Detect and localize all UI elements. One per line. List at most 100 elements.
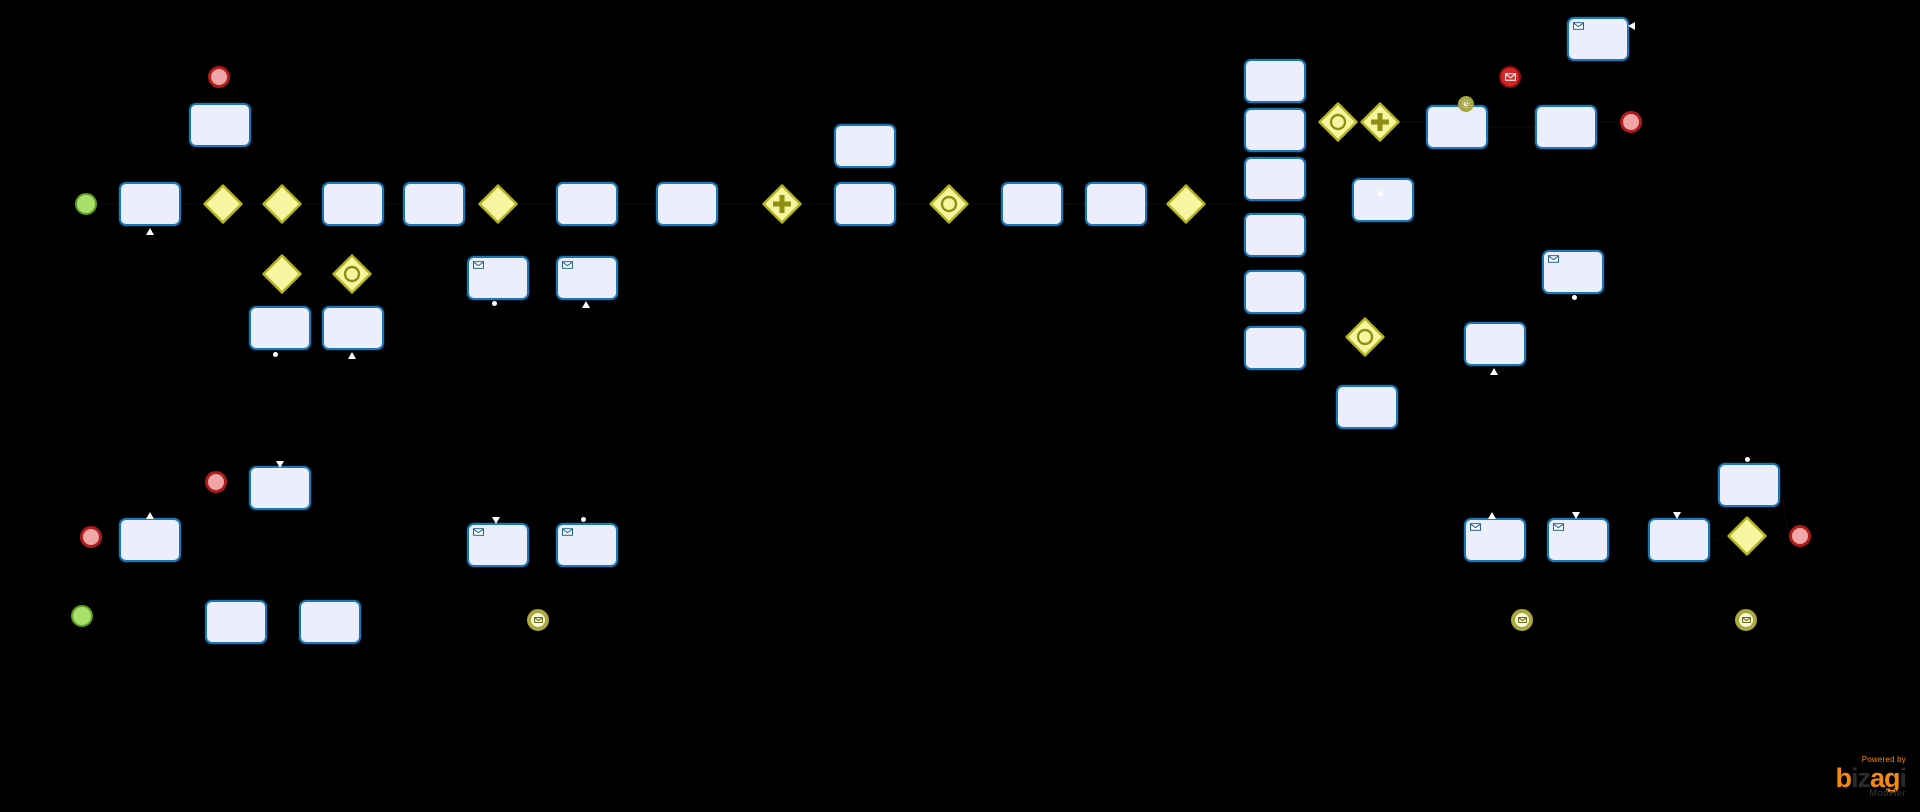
gateway-event-g11[interactable]: [1345, 317, 1385, 357]
logo-letter-z: z: [1857, 763, 1870, 793]
connector-arrow-marker: [273, 352, 278, 357]
gateway-shape: [1727, 516, 1767, 556]
task-deliberar[interactable]: [1085, 182, 1147, 226]
task-incluir_pauta[interactable]: [834, 124, 896, 168]
event-inner-ring: [1737, 611, 1755, 629]
gateway-shape: [1166, 184, 1206, 224]
intermediate-message-event-e_msg_r2[interactable]: [1735, 609, 1757, 631]
task-distribuir_memb[interactable]: [834, 182, 896, 226]
gateway-shape: [1318, 102, 1358, 142]
message-envelope-icon: [1553, 523, 1564, 531]
task-encaminhar_cert[interactable]: [249, 466, 311, 510]
end-event-e_end_recorrer[interactable]: [1789, 525, 1811, 547]
intermediate-message-event-e_msg_mid[interactable]: [527, 609, 549, 631]
task-responder_dil_ato[interactable]: [467, 523, 529, 567]
task-disponibilizar[interactable]: [656, 182, 718, 226]
task-elaborar_ata[interactable]: [1426, 105, 1488, 149]
intermediate-message-event-e_msg_r1[interactable]: [1511, 609, 1533, 631]
task-aprovar_int[interactable]: [1244, 59, 1306, 103]
connector-arrow-marker: [1673, 512, 1681, 519]
message-envelope-icon: [562, 261, 573, 269]
gateway-event-g4[interactable]: [332, 254, 372, 294]
message-envelope-icon: [533, 617, 543, 623]
gateway-shape: [478, 184, 518, 224]
task-solicitar_anal[interactable]: [119, 518, 181, 562]
task-rejeitar[interactable]: [1244, 157, 1306, 201]
task-diligenciar_ato[interactable]: [467, 256, 529, 300]
task-retornar_area[interactable]: [1244, 270, 1306, 314]
message-envelope-icon: [1573, 22, 1584, 30]
connector-arrow-marker: [1378, 191, 1383, 196]
start-event-e_start_low[interactable]: [71, 605, 93, 627]
task-receber_oficio[interactable]: [1648, 518, 1710, 562]
connector-arrow-marker: [1490, 368, 1498, 375]
gateway-exclusive-g3[interactable]: [262, 254, 302, 294]
gateway-parallel-g10[interactable]: [1360, 102, 1400, 142]
task-encam_resp_anal[interactable]: [1464, 518, 1526, 562]
task-incluir_pauta_seg[interactable]: [1336, 385, 1398, 429]
task-distribuir_proc[interactable]: [119, 182, 181, 226]
task-solicitar_cert[interactable]: [249, 306, 311, 350]
gateway-shape: [1360, 102, 1400, 142]
connector-arrow-marker: [1488, 512, 1496, 519]
task-diligenciar_ctlie[interactable]: [1542, 250, 1604, 294]
event-inner-ring: [1460, 98, 1472, 110]
message-envelope-icon: [1470, 523, 1481, 531]
task-continuar_capt[interactable]: [299, 600, 361, 644]
task-emitir_parecer[interactable]: [556, 182, 618, 226]
task-analisar_resp[interactable]: [556, 256, 618, 300]
end-event-e_end_encam[interactable]: [205, 471, 227, 493]
gateway-exclusive-g5[interactable]: [478, 184, 518, 224]
task-oficiar_prop[interactable]: [1352, 178, 1414, 222]
task-notificar[interactable]: [189, 103, 251, 147]
task-distribuir_anal[interactable]: [322, 182, 384, 226]
task-aprovar_par[interactable]: [1244, 108, 1306, 152]
task-conceder_vistas[interactable]: [1244, 326, 1306, 370]
task-responder_dil[interactable]: [1547, 518, 1609, 562]
logo-letter-i: i: [1850, 763, 1858, 793]
task-adequar[interactable]: [205, 600, 267, 644]
gateway-event-g9[interactable]: [1318, 102, 1358, 142]
logo-letter-a: a: [1869, 763, 1885, 793]
gateway-event-g7[interactable]: [929, 184, 969, 224]
gateway-shape: [762, 184, 802, 224]
task-confirmar_cert[interactable]: [322, 306, 384, 350]
task-encaminhar_gg[interactable]: [1535, 105, 1597, 149]
end-message-event-e_end_recurso[interactable]: [1499, 66, 1521, 88]
gateway-shape: [203, 184, 243, 224]
connector-arrow-marker: [492, 517, 500, 524]
task-encam_resp_ato[interactable]: [556, 523, 618, 567]
end-event-e_end_notif[interactable]: [208, 66, 230, 88]
gateway-exclusive-g2[interactable]: [262, 184, 302, 224]
task-elaborar_dec[interactable]: [1001, 182, 1063, 226]
gateway-shape: [1345, 317, 1385, 357]
gateway-shape: [262, 254, 302, 294]
end-event-e_end_sol_anal[interactable]: [80, 526, 102, 548]
task-solic_nova_dil[interactable]: [1244, 213, 1306, 257]
message-envelope-icon: [562, 528, 573, 536]
connector-arrow-marker: [1628, 22, 1635, 30]
message-envelope-icon: [1517, 617, 1527, 623]
task-analisar_asp[interactable]: [403, 182, 465, 226]
message-envelope-icon: [1548, 255, 1559, 263]
task-recorrer[interactable]: [1718, 463, 1780, 507]
gateway-parallel-g6[interactable]: [762, 184, 802, 224]
gateway-exclusive-g12[interactable]: [1727, 516, 1767, 556]
connector-arrow-marker: [146, 512, 154, 519]
start-event-e_start_main[interactable]: [75, 193, 97, 215]
event-inner-ring: [1513, 611, 1531, 629]
logo-letter-i2: i: [1899, 763, 1906, 793]
intermediate-timer-event-e_timer_ata[interactable]: [1458, 96, 1474, 112]
logo-letter-g: g: [1883, 763, 1900, 793]
gateway-shape: [262, 184, 302, 224]
gateway-exclusive-g8[interactable]: [1166, 184, 1206, 224]
logo-letter-b: b: [1835, 763, 1851, 793]
connector-arrow-marker: [146, 228, 154, 235]
gateway-exclusive-g1[interactable]: [203, 184, 243, 224]
connector-arrow-marker: [1572, 295, 1577, 300]
end-event-e_end_ggepe[interactable]: [1620, 111, 1642, 133]
logo-wordmark: bizagi: [1835, 765, 1906, 792]
task-analisar_recurso[interactable]: [1567, 17, 1629, 61]
task-subsidiar[interactable]: [1464, 322, 1526, 366]
connector-arrow-marker: [1572, 512, 1580, 519]
